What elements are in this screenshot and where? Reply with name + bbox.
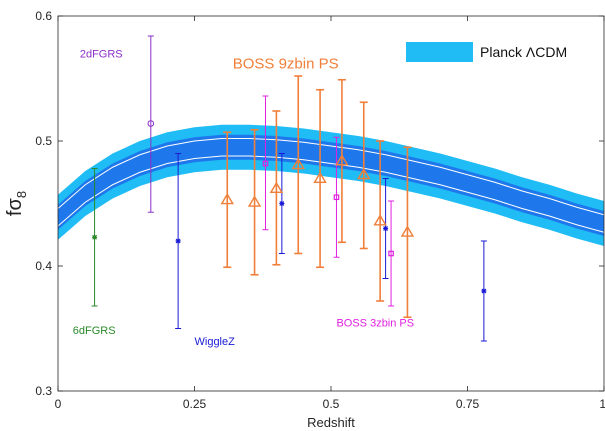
planck-band-layer: [58, 124, 604, 246]
series-boss-3zbin-ps: [262, 95, 395, 307]
y-tick-label: 0.5: [35, 134, 52, 148]
series-wigglez: [175, 153, 487, 342]
data-point-marker: [313, 171, 327, 184]
data-point-marker: [220, 192, 234, 205]
data-point-marker: [247, 195, 262, 207]
data-point-marker: [262, 160, 269, 167]
data-point-marker: [291, 157, 305, 170]
planck-band-inner: [58, 134, 604, 236]
annotation-boss-9zbin-ps: BOSS 9zbin PS: [233, 55, 339, 72]
x-axis-label: Redshift: [307, 415, 355, 430]
y-tick-label: 0.6: [35, 9, 52, 23]
data-point-marker: [333, 194, 340, 201]
annotation-2dfgrs: 2dFGRS: [80, 49, 123, 61]
data-point-marker: [147, 120, 155, 127]
annotation-layer: 2dFGRS BOSS 9zbin PS 6dFGRS WiggleZ BOSS 3zb…: [73, 49, 414, 349]
data-point-marker: [92, 234, 98, 240]
series-2dfgrs: [147, 35, 155, 213]
data-point-marker: [269, 181, 284, 194]
data-point-marker: [400, 225, 415, 237]
series-6dfgrs: [91, 168, 98, 307]
series-boss-9zbin-ps: [220, 75, 415, 319]
legend-label: Planck ΛCDM: [480, 44, 567, 60]
x-tick-label: 0.75: [456, 397, 480, 411]
x-tick-label: 0: [55, 397, 62, 411]
legend-swatch: [406, 42, 473, 62]
axes-layer: 0 0.25 0.5 0.75 1 0.3 0.4 0.5 0.6 Redshift fσ8: [4, 9, 605, 430]
annotation-wigglez: WiggleZ: [195, 336, 236, 348]
y-axis-label-subscript: 8: [14, 191, 29, 198]
data-points-layer: [91, 35, 487, 342]
legend: Planck ΛCDM: [406, 42, 567, 62]
data-point-marker: [357, 167, 371, 180]
annotation-boss-3zbin-ps: BOSS 3zbin PS: [336, 317, 414, 329]
y-tick-label: 0.4: [35, 259, 52, 273]
x-tick-label: 0.5: [323, 397, 340, 411]
planck-band-lower-line: [58, 155, 604, 233]
y-tick-label: 0.3: [35, 384, 52, 398]
x-tick-label: 1: [599, 397, 605, 411]
annotation-6dfgrs: 6dFGRS: [73, 325, 116, 337]
data-point-marker: [383, 226, 389, 231]
data-point-marker: [279, 201, 285, 206]
data-point-marker: [335, 154, 349, 166]
x-tick-label: 0.25: [183, 397, 207, 411]
data-point-marker: [373, 214, 387, 226]
data-point-marker: [388, 250, 394, 257]
data-point-marker: [481, 288, 487, 294]
y-axis-label-main: fσ: [4, 198, 26, 217]
planck-band-upper-line: [58, 138, 604, 216]
data-point-marker: [175, 238, 181, 244]
y-axis-label: fσ8: [4, 191, 29, 216]
